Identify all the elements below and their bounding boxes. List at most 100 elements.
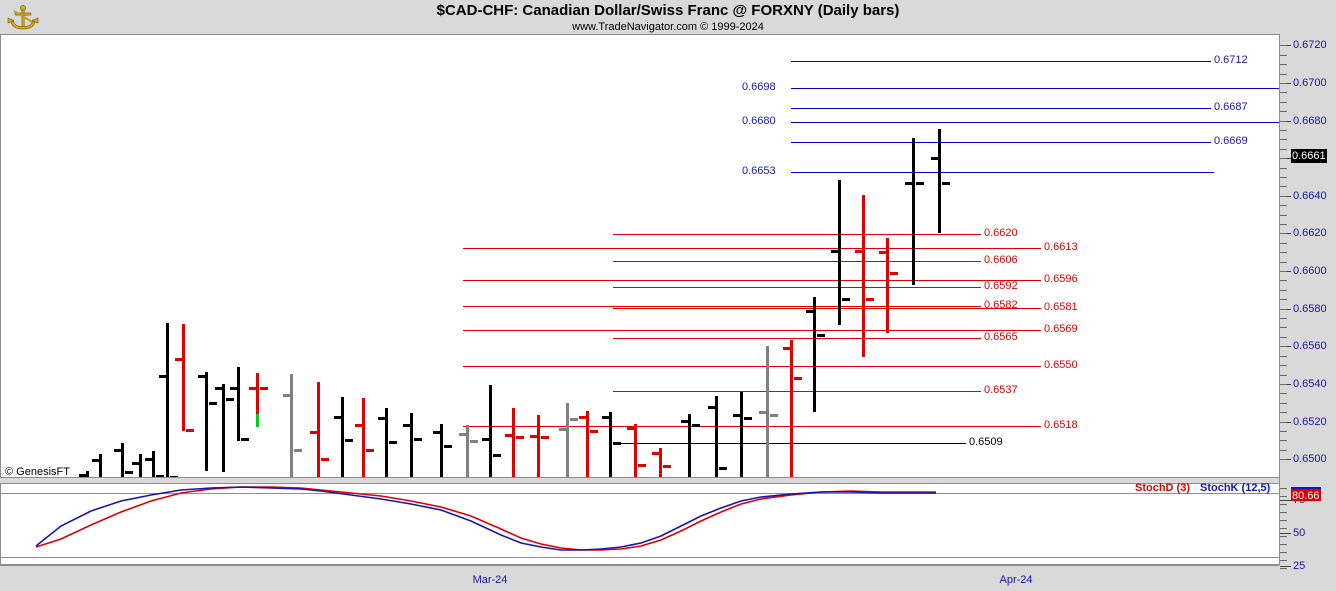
- price-axis[interactable]: 0.6720 0.6700 0.6680 0.6640 0.6620 0.6600 0.65…: [1279, 34, 1336, 572]
- bar-range: [688, 414, 691, 477]
- pivot-line[interactable]: [613, 443, 966, 445]
- support-line[interactable]: [463, 305, 981, 307]
- support-line[interactable]: [463, 279, 1041, 281]
- ohlc-bar[interactable]: [144, 450, 164, 477]
- support-line[interactable]: [613, 287, 981, 289]
- resistance-line[interactable]: [791, 172, 1214, 174]
- bar-close-tick: [155, 475, 164, 477]
- ohlc-bar[interactable]: [578, 411, 598, 477]
- support-line[interactable]: [463, 330, 1041, 332]
- ohlc-bar[interactable]: [214, 383, 234, 473]
- bar-open-tick: [529, 434, 538, 438]
- bar-range: [634, 424, 637, 477]
- bar-range: [659, 447, 662, 477]
- ohlc-bar[interactable]: [830, 179, 850, 325]
- ohlc-bar[interactable]: [309, 382, 329, 477]
- ohlc-bar[interactable]: [458, 425, 478, 477]
- genesis-watermark: © GenesisFT: [5, 466, 70, 478]
- axis-minor-tick: [1280, 459, 1287, 461]
- bar-range: [609, 412, 612, 477]
- ohlc-bar[interactable]: [248, 372, 268, 424]
- support-line[interactable]: [463, 366, 1041, 368]
- axis-label: 0.6700: [1293, 76, 1327, 89]
- ohlc-bar[interactable]: [174, 323, 194, 433]
- axis-minor-tick: [1280, 167, 1287, 169]
- bar-open-tick: [354, 424, 363, 428]
- bar-close-tick: [816, 334, 825, 338]
- bar-open-tick: [805, 309, 814, 313]
- price-chart-panel[interactable]: [0, 34, 1279, 478]
- support-line[interactable]: [463, 426, 1041, 428]
- ohlc-bar[interactable]: [91, 453, 102, 477]
- page-title: $CAD-CHF: Canadian Dollar/Swiss Franc @ …: [436, 2, 900, 19]
- ohlc-bar[interactable]: [758, 346, 778, 477]
- ohlc-bar[interactable]: [601, 412, 621, 477]
- bar-open-tick: [113, 448, 122, 452]
- ohlc-bar[interactable]: [930, 129, 950, 234]
- resistance-line[interactable]: [791, 61, 1211, 63]
- ohlc-bar[interactable]: [377, 407, 397, 477]
- resistance-line[interactable]: [791, 108, 1211, 110]
- ohlc-bar[interactable]: [158, 322, 178, 477]
- bar-open-tick: [158, 374, 167, 378]
- ohlc-bar[interactable]: [878, 238, 898, 334]
- support-line[interactable]: [613, 260, 981, 262]
- ohlc-bar[interactable]: [78, 470, 89, 477]
- ohlc-bar[interactable]: [481, 384, 501, 477]
- axis-minor-tick: [1280, 224, 1287, 226]
- ohlc-bar[interactable]: [229, 367, 249, 442]
- bar-range: [290, 373, 293, 477]
- axis-label: 0.6600: [1293, 265, 1327, 278]
- ohlc-bar[interactable]: [680, 414, 700, 477]
- resistance-line[interactable]: [791, 121, 1279, 123]
- axis-label: 0.6560: [1293, 340, 1327, 353]
- ohlc-bar[interactable]: [805, 296, 825, 413]
- bar-range: [938, 129, 941, 234]
- ohlc-bar[interactable]: [504, 408, 524, 477]
- ohlc-bar[interactable]: [131, 453, 142, 477]
- bar-range: [466, 425, 469, 477]
- ohlc-bar[interactable]: [333, 397, 353, 477]
- support-line[interactable]: [613, 337, 981, 339]
- ohlc-bar[interactable]: [558, 402, 578, 477]
- ohlc-bar[interactable]: [854, 194, 874, 357]
- axis-minor-tick: [1280, 355, 1287, 357]
- stoch-axis-minor-tick: [1280, 504, 1287, 505]
- ohlc-bar[interactable]: [354, 398, 374, 477]
- support-label: 0.6620: [984, 227, 1018, 240]
- bar-open-tick: [78, 474, 87, 477]
- bar-open-tick: [481, 437, 490, 441]
- ohlc-bar[interactable]: [282, 373, 302, 477]
- ohlc-bar[interactable]: [904, 138, 924, 286]
- ohlc-bar[interactable]: [402, 413, 422, 477]
- ohlc-bar[interactable]: [707, 396, 727, 477]
- ohlc-bar[interactable]: [529, 415, 549, 477]
- axis-minor-tick: [1280, 242, 1287, 244]
- stochastic-panel[interactable]: [0, 483, 1279, 565]
- bar-range: [410, 413, 413, 477]
- ohlc-bar[interactable]: [113, 443, 133, 477]
- ohlc-bar[interactable]: [651, 447, 671, 477]
- axis-minor-tick: [1280, 327, 1287, 329]
- ohlc-bar[interactable]: [732, 391, 752, 477]
- bar-close-tick: [540, 435, 549, 439]
- bar-range: [489, 384, 492, 477]
- resistance-line[interactable]: [791, 142, 1211, 144]
- stoch-value-marker[interactable]: 80.66: [1291, 487, 1321, 502]
- ohlc-bar[interactable]: [432, 424, 452, 477]
- support-line[interactable]: [613, 390, 981, 392]
- support-line[interactable]: [613, 307, 1041, 309]
- ohlc-bar[interactable]: [197, 371, 217, 472]
- ohlc-bar[interactable]: [626, 424, 646, 477]
- ohlc-bar[interactable]: [782, 339, 802, 477]
- resistance-line[interactable]: [791, 87, 1279, 89]
- bar-range: [566, 402, 569, 477]
- support-line[interactable]: [613, 234, 981, 236]
- support-label: 0.6518: [1044, 419, 1078, 432]
- current-price-marker[interactable]: 0.6661: [1291, 149, 1327, 164]
- bar-open-tick: [732, 414, 741, 418]
- bar-close-tick: [691, 424, 700, 428]
- bar-close-tick: [569, 417, 578, 421]
- support-line[interactable]: [463, 247, 1041, 249]
